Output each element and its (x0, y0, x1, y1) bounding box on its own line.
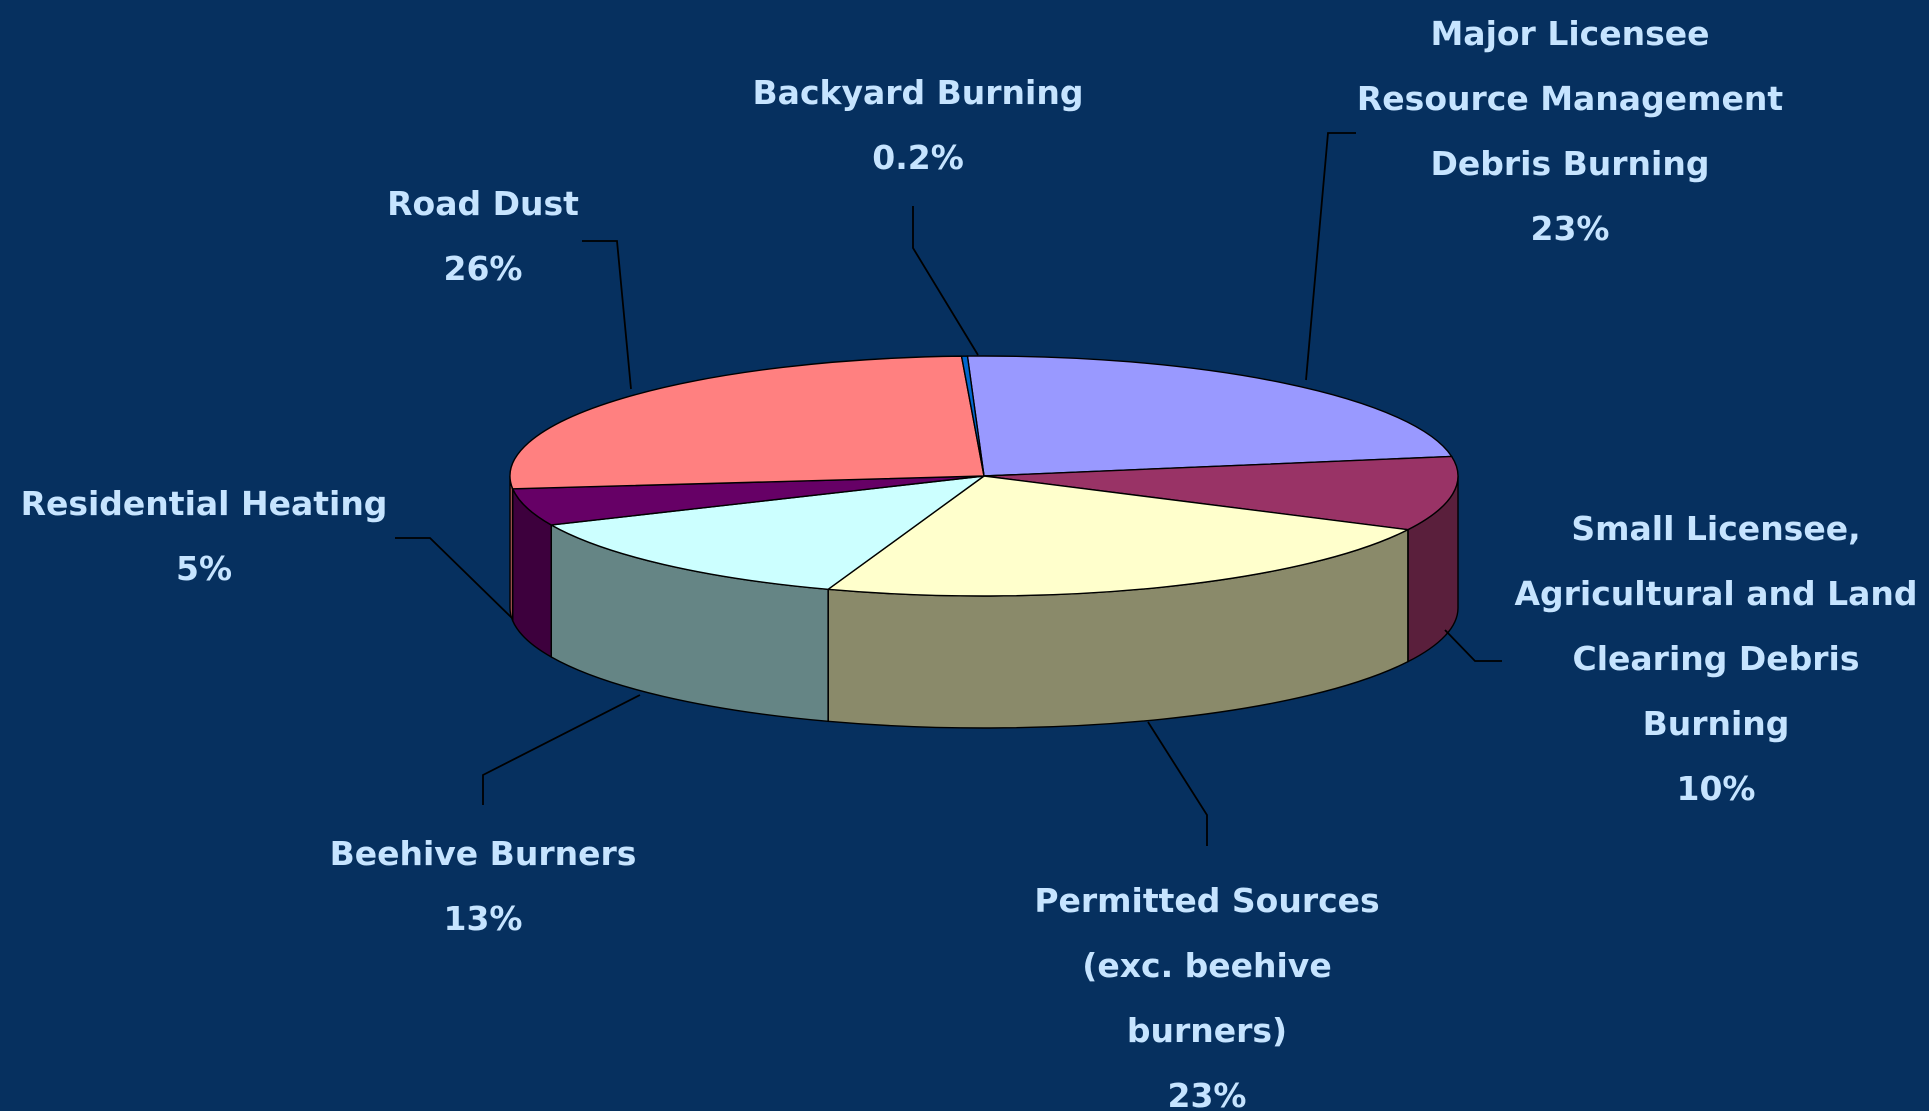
slice-value-label-4: 5% (176, 549, 232, 588)
pie-slice-4 (511, 475, 985, 526)
leader-line-3 (482, 694, 641, 805)
pie-slice-0 (966, 355, 1453, 477)
leader-lines (395, 132, 1502, 846)
leader-line-0 (1305, 132, 1356, 381)
slice-label-2-line-2: burners) (1127, 1011, 1287, 1050)
slice-label-1-line-0: Small Licensee, (1571, 509, 1860, 548)
slice-value-label-3: 13% (444, 899, 523, 938)
pie-slice-2 (826, 475, 1411, 597)
slice-value-label-6: 0.2% (872, 138, 964, 177)
leader-line-1 (1444, 629, 1502, 662)
slice-label-0-line-0: Major Licensee (1430, 14, 1709, 53)
slice-value-label-2: 23% (1168, 1076, 1247, 1111)
slice-label-0-line-2: Debris Burning (1431, 144, 1710, 183)
slice-label-2-line-1: (exc. beehive (1082, 946, 1331, 985)
leader-line-4 (395, 537, 513, 619)
slice-label-4-line-0: Residential Heating (21, 484, 388, 523)
pie-slice-1 (983, 455, 1459, 531)
leader-line-5 (582, 240, 632, 390)
pie-sides (509, 475, 1459, 729)
slice-labels: Major Licensee Resource Management Debris … (21, 14, 1918, 1111)
leader-line-6 (912, 206, 979, 356)
slice-label-1-line-2: Clearing Debris (1573, 639, 1860, 678)
slice-label-1-line-1: Agricultural and Land (1514, 574, 1917, 613)
slice-label-5-line-0: Road Dust (387, 184, 579, 223)
slice-label-3-line-0: Beehive Burners (330, 834, 637, 873)
slice-label-1-line-3: Burning (1643, 704, 1790, 743)
slice-value-label-0: 23% (1531, 209, 1610, 248)
pie-slice-5 (509, 355, 985, 490)
pie-top (509, 355, 1459, 597)
leader-line-2 (1147, 721, 1208, 846)
slice-label-2-line-0: Permitted Sources (1034, 881, 1379, 920)
pie-slice-6 (960, 355, 985, 477)
slice-label-0-line-1: Resource Management (1357, 79, 1783, 118)
slice-value-label-5: 26% (444, 249, 523, 288)
slice-value-label-1: 10% (1677, 769, 1756, 808)
slice-label-6-line-0: Backyard Burning (753, 73, 1084, 112)
pie-slice-3 (549, 475, 987, 591)
